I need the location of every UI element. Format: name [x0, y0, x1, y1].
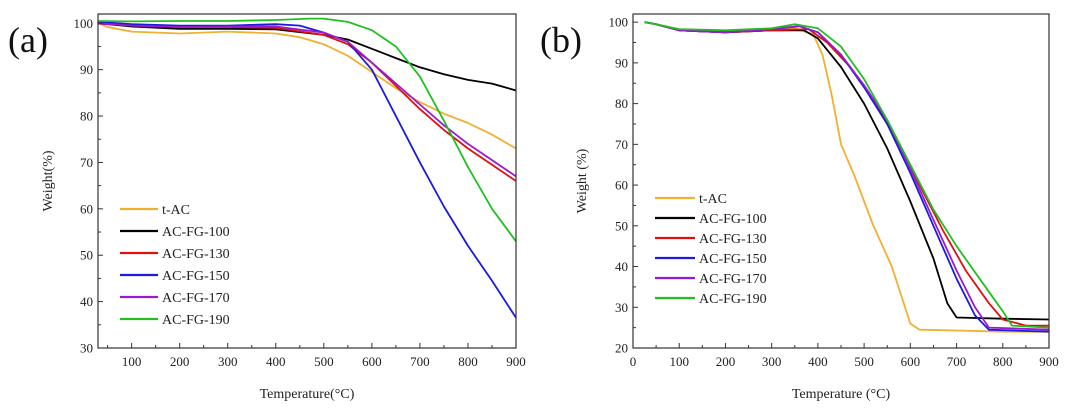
legend-label: AC-FG-100	[162, 225, 230, 240]
y-axis-title: Weight (%)	[575, 148, 590, 213]
x-tick-label: 100	[122, 354, 142, 369]
x-tick-label: 500	[854, 354, 874, 369]
legend-label: AC-FG-190	[162, 313, 230, 328]
x-tick-label: 400	[266, 354, 286, 369]
x-tick-label: 200	[716, 354, 736, 369]
x-tick-label: 500	[314, 354, 334, 369]
panel-label: (a)	[8, 20, 48, 60]
x-tick-label: 0	[630, 354, 637, 369]
panel-label: (b)	[540, 20, 582, 60]
x-tick-label: 900	[506, 354, 526, 369]
y-tick-label: 80	[615, 96, 628, 111]
series-line-ac-fg-170	[97, 22, 517, 178]
legend-label: AC-FG-150	[162, 269, 230, 284]
x-tick-label: 100	[669, 354, 689, 369]
y-tick-label: 90	[80, 62, 93, 77]
series-line-ac-fg-190	[644, 21, 1050, 329]
series-line-t-ac	[97, 22, 517, 150]
x-tick-label: 300	[762, 354, 782, 369]
y-tick-label: 20	[615, 341, 628, 356]
y-tick-label: 30	[80, 341, 93, 356]
x-tick-label: 700	[947, 354, 967, 369]
y-tick-label: 40	[615, 259, 628, 274]
x-tick-label: 200	[170, 354, 190, 369]
x-tick-label: 900	[1039, 354, 1059, 369]
y-tick-label: 50	[615, 218, 628, 233]
y-tick-label: 60	[80, 201, 93, 216]
y-tick-label: 40	[80, 294, 93, 309]
x-tick-label: 800	[993, 354, 1013, 369]
y-tick-label: 90	[615, 55, 628, 70]
y-tick-label: 100	[74, 16, 94, 31]
series-line-ac-fg-130	[97, 22, 517, 182]
series-line-ac-fg-170	[644, 21, 1050, 331]
x-tick-label: 800	[458, 354, 478, 369]
legend-label: AC-FG-190	[699, 292, 767, 307]
legend-label: AC-FG-170	[699, 272, 767, 287]
panel-b: 0 100 200 300 400 500 600 700 800 900 20 30 40 50 60 70…	[540, 13, 1059, 402]
plot-frame	[97, 13, 517, 349]
legend-label: t-AC	[162, 203, 190, 218]
series-line-ac-fg-190	[97, 17, 517, 242]
y-tick-label: 80	[80, 109, 93, 124]
y-axis-title: Weight(%)	[41, 150, 56, 211]
x-tick-label: 600	[901, 354, 921, 369]
y-tick-label: 100	[609, 15, 629, 30]
x-axis-title: Temperature(°C)	[260, 387, 355, 402]
legend-label: AC-FG-170	[162, 291, 230, 306]
legend-label: t-AC	[699, 192, 727, 207]
y-tick-label: 30	[615, 300, 628, 315]
series-line-ac-fg-150	[97, 21, 517, 319]
legend-label: AC-FG-130	[162, 247, 230, 262]
x-tick-label: 300	[218, 354, 238, 369]
x-axis-title: Temperature (°C)	[792, 387, 891, 402]
plot-frame	[632, 13, 1050, 349]
x-tick-label: 600	[362, 354, 382, 369]
x-tick-label: 700	[410, 354, 430, 369]
legend-label: AC-FG-150	[699, 252, 767, 267]
y-tick-label: 60	[615, 178, 628, 193]
y-tick-label: 70	[80, 155, 93, 170]
y-tick-label: 70	[615, 137, 628, 152]
y-tick-label: 50	[80, 248, 93, 263]
legend-label: AC-FG-100	[699, 212, 767, 227]
x-tick-label: 400	[808, 354, 828, 369]
legend-label: AC-FG-130	[699, 232, 767, 247]
series-line-ac-fg-100	[97, 22, 517, 92]
panel-a: 100 200 300 400 500 600 700 800 900 30 40 50 60 70 80 9…	[8, 13, 526, 402]
